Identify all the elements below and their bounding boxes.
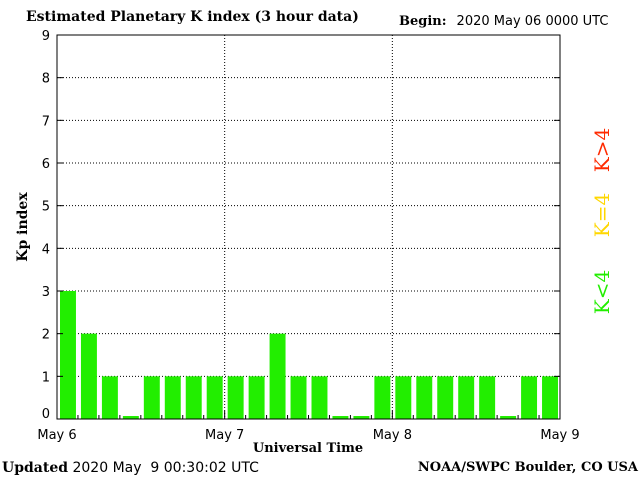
bars-layer (60, 291, 558, 419)
kp-bar (164, 376, 181, 419)
kp-bar (353, 416, 370, 419)
legend-entry: K=4 (590, 193, 614, 237)
kp-bar (437, 376, 454, 419)
begin-label: Begin: (399, 14, 447, 29)
kp-bar (290, 376, 307, 419)
legend-entry: K>4 (590, 128, 614, 172)
grid-layer (57, 35, 560, 419)
kp-bar (374, 376, 391, 419)
legend-entry: K<4 (590, 270, 614, 314)
x-tick-label: May 6 (37, 428, 76, 443)
updated-label: Updated (2, 460, 69, 476)
kp-bar (458, 376, 475, 419)
begin-info: Begin: 2020 May 06 0000 UTC (399, 14, 608, 29)
x-tick-label: May 7 (205, 428, 244, 443)
kp-bar (332, 416, 349, 419)
kp-bar (122, 416, 139, 419)
updated-value: 2020 May 9 00:30:02 UTC (72, 460, 259, 476)
y-tick-label: 7 (42, 114, 50, 129)
kp-bar (143, 376, 160, 419)
legend: K>4 K=4 K<4 (590, 128, 614, 314)
y-tick-label: 2 (42, 328, 50, 343)
kp-bar (206, 376, 223, 419)
updated-info: Updated 2020 May 9 00:30:02 UTC (2, 460, 259, 476)
kp-bar (269, 333, 286, 419)
y-tick-label: 4 (42, 242, 50, 257)
y-axis-label: Kp index (15, 192, 31, 262)
kp-bar (500, 416, 517, 419)
chart-title: Estimated Planetary K index (3 hour data… (26, 9, 359, 25)
y-tick-label: 6 (42, 157, 50, 172)
x-tick-layer: May 6 May 7 May 8 May 9 (37, 411, 580, 443)
kp-bar (227, 376, 244, 419)
kp-bar (185, 376, 202, 419)
y-tick-label: 3 (42, 285, 50, 300)
y-tick-label: 8 (42, 72, 50, 87)
kp-bar (80, 333, 97, 419)
kp-bar (395, 376, 412, 419)
y-tick-label: 9 (42, 29, 50, 44)
kp-bar (416, 376, 433, 419)
source-credit: NOAA/SWPC Boulder, CO USA (417, 460, 638, 475)
y-tick-label: 1 (42, 370, 50, 385)
x-axis-label: Universal Time (253, 441, 363, 456)
kp-bar (60, 291, 76, 419)
y-tick-label: 5 (42, 200, 50, 215)
kp-bar (101, 376, 118, 419)
y-tick-layer: 0 1 2 3 4 5 6 7 8 9 (42, 29, 560, 422)
y-tick-label: 0 (42, 407, 50, 422)
kp-bar (521, 376, 538, 419)
kp-bar (311, 376, 328, 419)
kp-bar (542, 376, 558, 419)
kp-bar (248, 376, 265, 419)
plot-frame (56, 34, 561, 420)
begin-value: 2020 May 06 0000 UTC (456, 14, 609, 29)
kp-bar (479, 376, 496, 419)
x-tick-label: May 8 (373, 428, 412, 443)
x-tick-label: May 9 (540, 428, 579, 443)
